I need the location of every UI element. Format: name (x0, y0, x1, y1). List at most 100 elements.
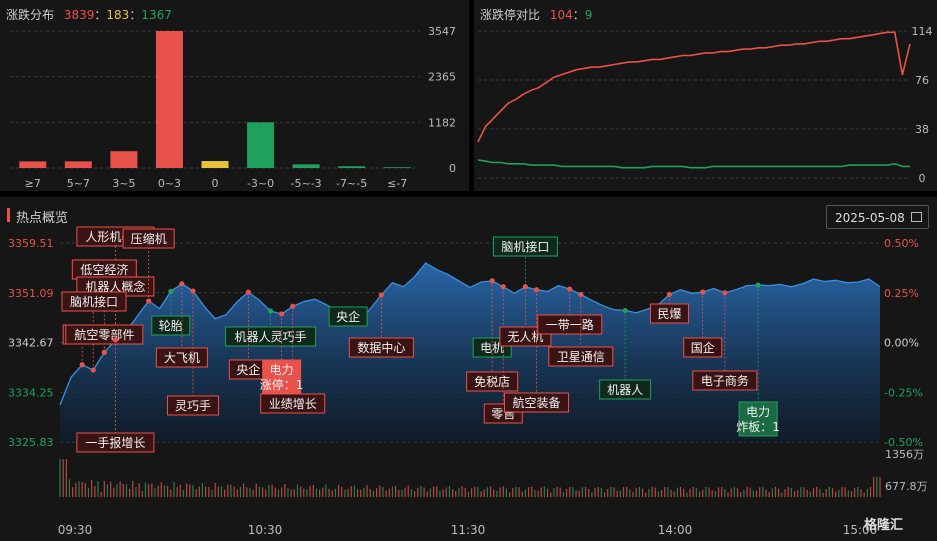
event-label: 脑机接口 (70, 294, 118, 309)
event-label: 一手报增长 (85, 435, 145, 450)
y-tick-label-left: 3334.25 (8, 386, 54, 399)
event-dot (101, 349, 107, 355)
bar (155, 31, 183, 168)
limit-compare-chart: 114 76 38 0 (477, 25, 933, 185)
event-label: 电子商务 (701, 373, 749, 388)
event-dot (146, 298, 152, 304)
event-dot (722, 290, 728, 296)
event-label: 一带一路 (546, 317, 594, 332)
event-label: 航空装备 (512, 395, 560, 410)
event-dot (90, 367, 96, 373)
event-label: 民爆 (657, 307, 681, 321)
limit-down-count: 9 (584, 8, 593, 22)
series-line (477, 31, 911, 143)
event-label-box (649, 303, 689, 324)
limit-title: 涨跌停对比 (480, 8, 541, 22)
event-label-box (122, 228, 175, 249)
event-label: 业绩增长 (269, 397, 317, 411)
distribution-panel: 涨跌分布 3839：183：1367 3547 2365 1182 0 ≥7 5~7 3~5… (0, 0, 469, 191)
flat-count: 183 (106, 8, 130, 22)
up-count: 3839 (63, 8, 95, 22)
bar (292, 164, 320, 168)
event-label: 机器人 (607, 383, 643, 397)
bar (19, 161, 47, 168)
event-dot (112, 337, 119, 343)
event-label: 电力 (746, 405, 770, 419)
event-dot (755, 282, 761, 288)
x-tick-label: 09:30 (58, 523, 93, 537)
event-dot (567, 286, 573, 292)
event-dot (533, 287, 540, 293)
volume-tick-label: 1356万 (885, 448, 924, 461)
event-dot (378, 292, 384, 298)
event-label-box (548, 346, 614, 367)
event-label-box (492, 236, 558, 257)
event-dot (267, 308, 274, 314)
distribution-title: 涨跌分布 (6, 8, 55, 22)
date-picker[interactable]: 2025-05-08 (826, 205, 929, 229)
x-tick-label: -3~0 (247, 177, 274, 190)
y-tick-label-right: 0.25% (884, 287, 919, 300)
volume-tick-label: 677.8万 (885, 480, 928, 493)
x-tick-label: 0 (212, 177, 219, 190)
y-tick-label: 114 (912, 25, 933, 38)
event-label-box (537, 314, 603, 335)
hotspot-chart: 3359.51 0.50% 3351.09 0.25% 3342.67 0.00% 3334… (8, 226, 928, 537)
event-label: 航空零部件 (74, 327, 134, 342)
event-label-box (166, 395, 219, 416)
x-tick-label: 0~3 (158, 177, 181, 190)
event-label-box (683, 337, 723, 358)
event-dot (290, 303, 296, 309)
event-label-box (738, 401, 778, 437)
x-tick-label: 11:30 (451, 523, 486, 537)
x-tick-label: 10:30 (248, 523, 283, 537)
bar (64, 161, 92, 168)
x-tick-label: 14:00 (658, 523, 693, 537)
event-label-box (348, 337, 414, 358)
event-label-box (692, 370, 758, 391)
y-tick-label: 0 (919, 172, 926, 185)
separator: ： (572, 8, 585, 22)
hotspot-panel: 热点概览 3359.51 0.50% 3351.09 0.25% 3342.67 0.00… (0, 197, 937, 541)
bar (247, 122, 275, 168)
x-tick-label: -5~-3 (291, 177, 322, 190)
y-tick-label-left: 3342.67 (8, 337, 54, 350)
event-label-box (466, 371, 519, 392)
y-tick-label: 3547 (428, 25, 456, 38)
event-dot (245, 289, 251, 295)
event-dot (79, 362, 85, 368)
event-sublabel: 涨停：1 (260, 377, 304, 392)
event-label: 数据中心 (357, 340, 405, 355)
event-dot (190, 288, 196, 294)
event-label-box (155, 347, 208, 368)
event-label-box (328, 306, 368, 327)
bar (383, 167, 411, 168)
y-tick-label: 1182 (428, 116, 456, 129)
x-tick-label: 3~5 (112, 177, 135, 190)
x-tick-label: ≥7 (25, 177, 41, 190)
event-label-box (61, 291, 127, 312)
calendar-icon[interactable] (911, 212, 922, 222)
event-label-box (503, 392, 569, 413)
event-label: 国企 (691, 340, 715, 355)
event-sublabel: 炸板：1 (736, 420, 780, 434)
event-label: 免税店 (474, 374, 510, 389)
series-line (477, 159, 910, 169)
y-tick-label: 76 (915, 74, 929, 87)
x-tick-label: 5~7 (67, 177, 90, 190)
event-dot (522, 284, 529, 290)
limit-up-count: 104 (549, 8, 573, 22)
y-tick-label-right: -0.50% (884, 436, 923, 449)
event-dot (500, 284, 506, 290)
event-label: 电力 (270, 363, 294, 377)
distribution-header: 涨跌分布 3839：183：1367 (6, 6, 172, 23)
limit-compare-panel: 涨跌停对比 104：9 114 76 38 0 (474, 0, 937, 191)
y-tick-label-right: 0.00% (884, 337, 919, 350)
y-tick-label-left: 3325.83 (8, 436, 54, 449)
event-label: 卫星通信 (557, 350, 605, 364)
event-label: 轮胎 (159, 319, 183, 333)
event-label: 低空经济 (80, 262, 128, 277)
y-tick-label-left: 3359.51 (8, 237, 54, 250)
distribution-chart: 3547 2365 1182 0 ≥7 5~7 3~5 0~3 0 -3~0 -5~-3 -7~-5 ≤… (10, 25, 456, 190)
separator: ： (129, 8, 142, 22)
